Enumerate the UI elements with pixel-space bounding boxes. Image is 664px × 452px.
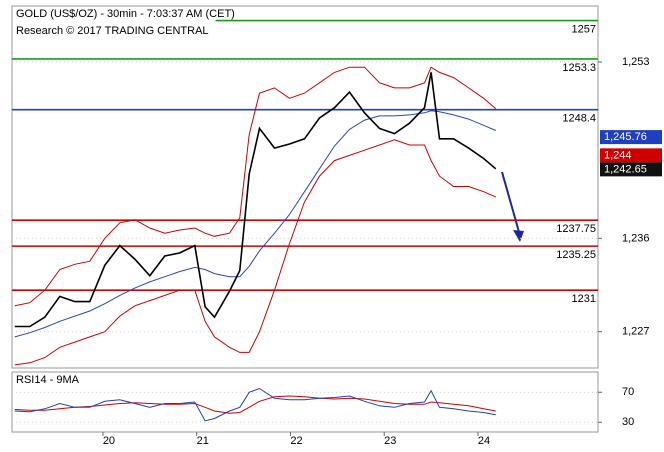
level-label: 1257 <box>572 23 596 35</box>
series-line <box>14 395 496 414</box>
price-label: 1,242.65 <box>604 163 647 175</box>
price-panel <box>11 5 599 369</box>
arrow-head <box>513 230 524 242</box>
chart-subtitle: Research © 2017 TRADING CENTRAL <box>16 25 209 37</box>
x-tick-label: 22 <box>290 435 302 447</box>
level-label: 1248.4 <box>562 113 596 125</box>
rsi-panel <box>11 371 599 433</box>
series-line <box>14 66 497 307</box>
y-tick-label: 30 <box>622 416 634 428</box>
level-label: 1237.75 <box>556 223 596 235</box>
level-label: 1235.25 <box>556 249 596 261</box>
price-label: 1,245.76 <box>604 131 647 143</box>
x-tick-label: 23 <box>384 435 396 447</box>
y-tick-label: 1,227 <box>622 326 650 338</box>
x-tick-label: 24 <box>478 435 490 447</box>
rsi-title: RSI14 - 9MA <box>16 374 80 386</box>
series-line <box>14 387 496 422</box>
series-line <box>14 72 497 328</box>
y-tick-label: 1,236 <box>622 232 650 244</box>
price-label: 1,244 <box>604 149 632 161</box>
price-box <box>600 162 662 177</box>
series-line <box>14 139 496 366</box>
chart-title: GOLD (US$/OZ) - 30min - 7:03:37 AM (CET) <box>16 8 235 20</box>
level-label: 1231 <box>572 293 596 305</box>
series-line <box>14 110 496 338</box>
y-tick-label: 70 <box>622 386 634 398</box>
y-tick-label: 1,253 <box>622 56 650 68</box>
price-box <box>600 130 662 145</box>
forecast-arrow <box>501 171 520 233</box>
x-tick-label: 21 <box>197 435 209 447</box>
level-label: 1253.3 <box>562 62 596 74</box>
x-tick-label: 20 <box>103 435 115 447</box>
price-box <box>600 148 662 163</box>
